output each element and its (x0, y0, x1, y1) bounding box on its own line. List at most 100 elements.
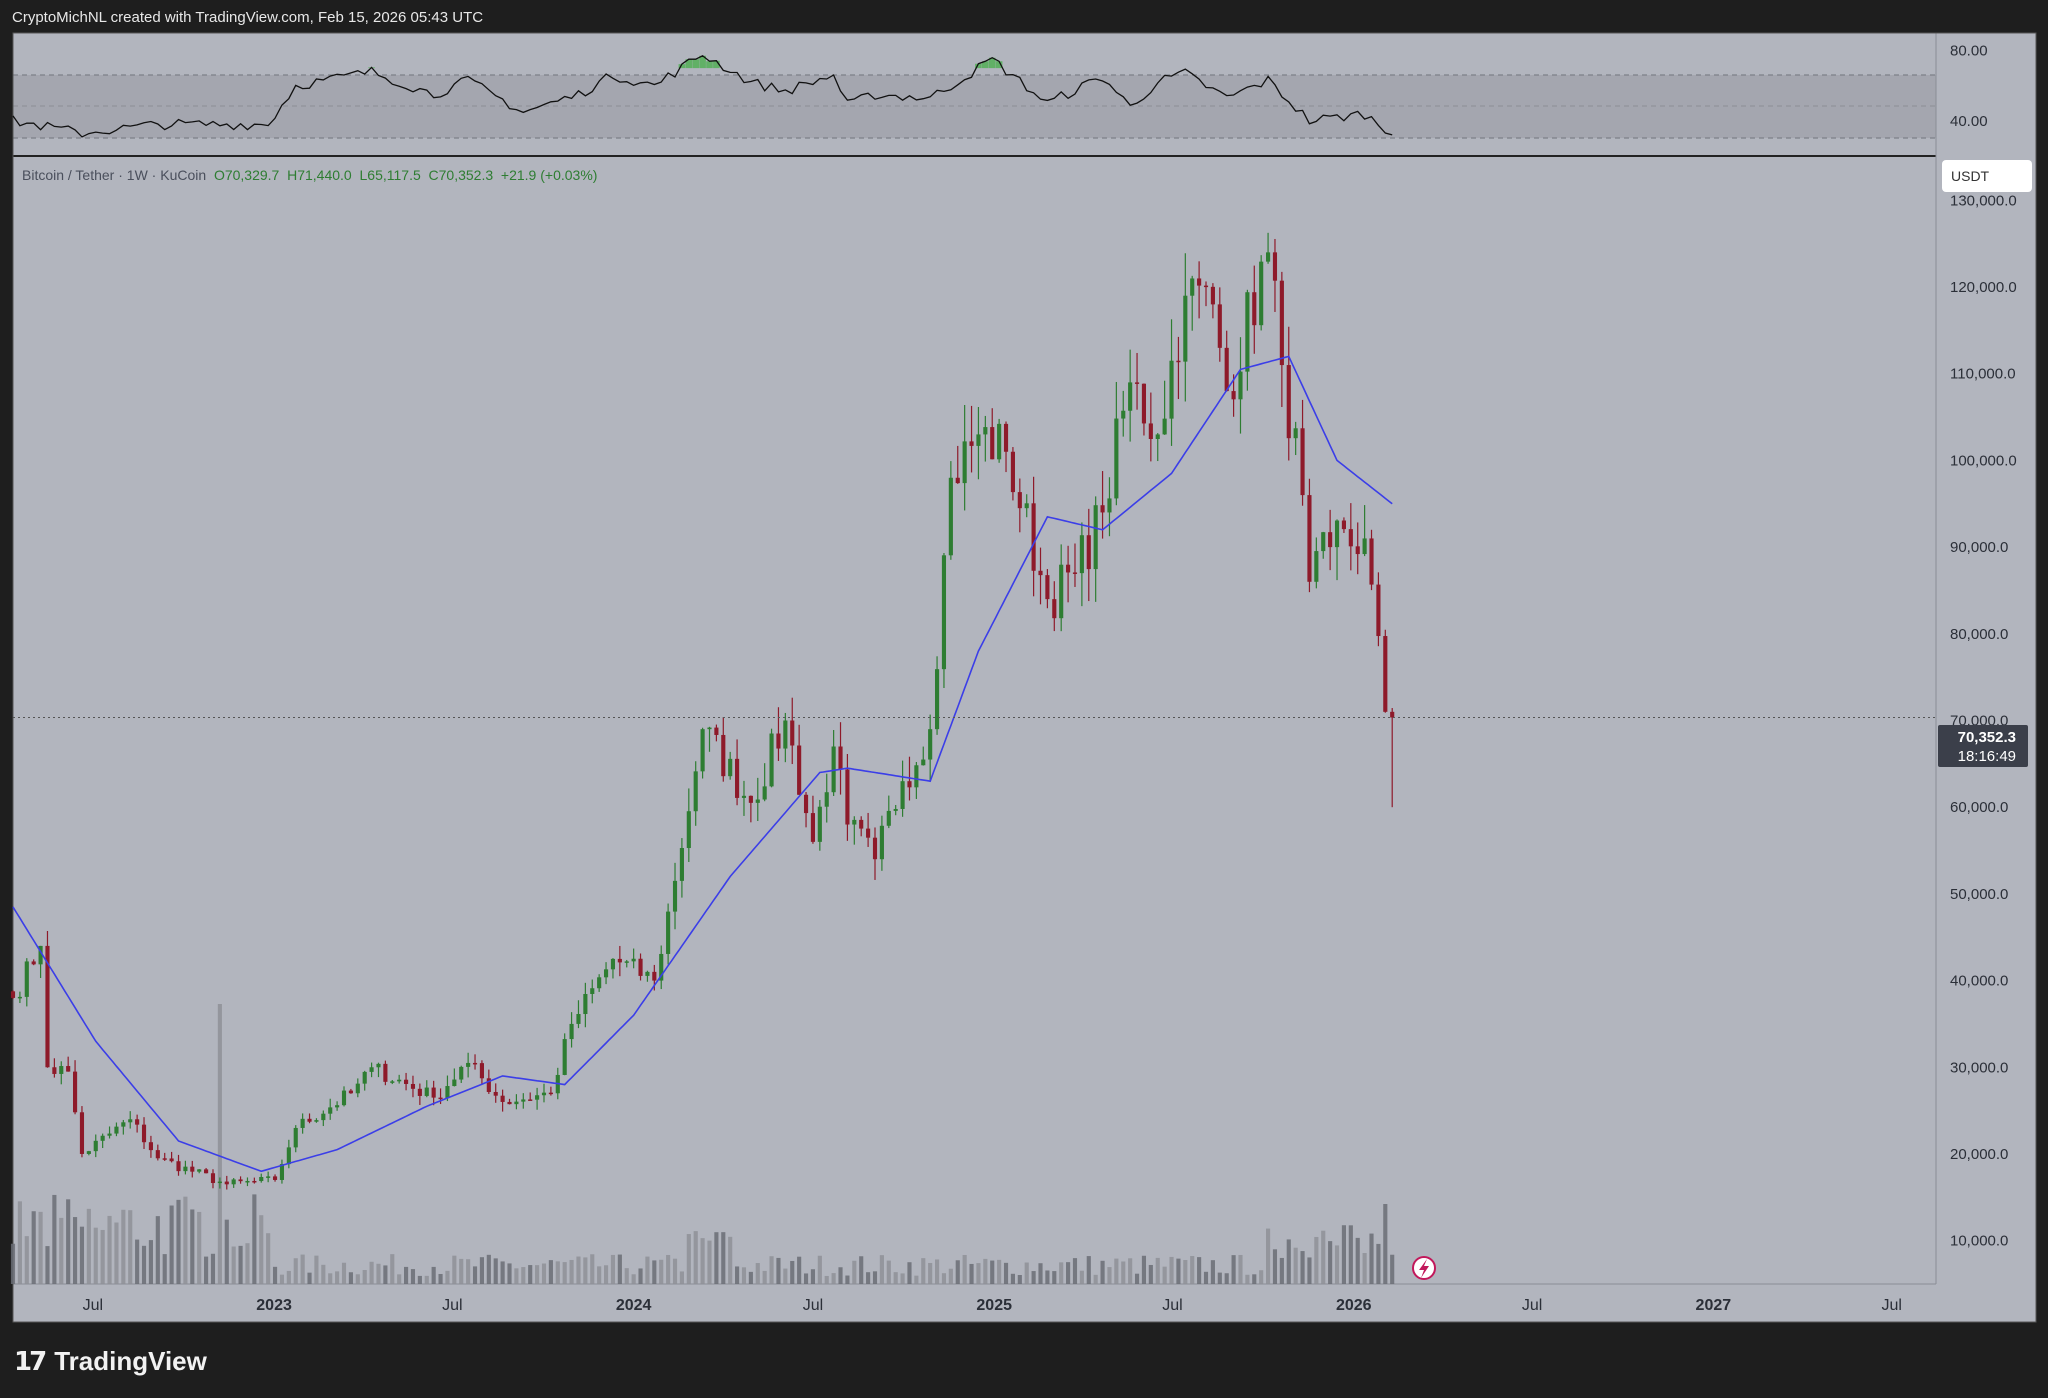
volume-bar (521, 1267, 526, 1284)
candle-body (204, 1169, 209, 1174)
candle-body (1190, 278, 1195, 296)
candle-body (762, 786, 767, 800)
candle-body (376, 1063, 381, 1068)
candle-body (466, 1062, 471, 1067)
candle-body (169, 1158, 174, 1162)
last-price-label: 70,352.3 18:16:49 (1938, 725, 2028, 767)
candle-body (1017, 492, 1022, 509)
currency-button[interactable]: USDT (1942, 160, 2032, 192)
volume-bar (776, 1257, 781, 1284)
time-tick-label: Jul (1881, 1297, 1901, 1314)
volume-bar (128, 1210, 133, 1284)
candle-body (300, 1118, 305, 1128)
candle-body (121, 1122, 126, 1127)
legend-low: L65,117.5 (359, 167, 421, 183)
volume-bar (638, 1268, 643, 1284)
volume-bar (790, 1260, 795, 1284)
volume-bar (755, 1263, 760, 1284)
volume-bar (417, 1275, 422, 1284)
candle-body (279, 1164, 285, 1180)
candle-body (790, 720, 795, 746)
candle-body (1107, 498, 1112, 513)
candle-body (335, 1105, 340, 1108)
bar-countdown: 18:16:49 (1957, 748, 2016, 765)
candle-body (679, 848, 684, 881)
rsi-tick-label: 40.00 (1950, 113, 1988, 130)
volume-bar (1383, 1204, 1388, 1284)
candle-body (528, 1099, 533, 1101)
volume-bar (286, 1270, 291, 1284)
volume-bar (155, 1216, 160, 1284)
candle-body (17, 996, 22, 999)
price-axis-bg (1936, 33, 2036, 1284)
volume-bar (1114, 1258, 1119, 1284)
candle-body (941, 555, 947, 670)
tradingview-logo-icon: 17 (14, 1346, 47, 1377)
volume-bar (1390, 1254, 1395, 1284)
volume-bar (1238, 1254, 1243, 1284)
volume-bar (1038, 1263, 1043, 1284)
candle-body (631, 958, 636, 962)
rsi-layer (12, 55, 1393, 138)
rsi-tick-label: 80.00 (1950, 43, 1988, 60)
candle-body (735, 758, 740, 798)
volume-bar (872, 1271, 878, 1284)
volume-bar (1134, 1273, 1140, 1284)
candle-body (1266, 252, 1271, 262)
candle-body (1259, 261, 1264, 326)
candle-body (535, 1095, 540, 1100)
candle-body (52, 1067, 57, 1074)
moving-average-line (12, 355, 1393, 1173)
volume-bar (176, 1199, 181, 1284)
last-price: 70,352.3 (1957, 729, 2016, 746)
price-tick-label: 20,000.0 (1950, 1146, 2008, 1163)
volume-bar (893, 1272, 898, 1284)
volume-bar (748, 1271, 753, 1284)
candle-body (79, 1112, 85, 1154)
candle-body (838, 746, 843, 770)
volume-bar (1362, 1253, 1367, 1284)
volume-bar (900, 1273, 905, 1284)
volume-bar (59, 1217, 64, 1284)
volume-bar (1052, 1271, 1057, 1284)
candle-body (1314, 551, 1319, 582)
candle-body (590, 988, 595, 994)
volume-bar (1376, 1243, 1381, 1284)
candle-body (438, 1097, 443, 1100)
volume-bar (1279, 1257, 1284, 1284)
candle-body (852, 819, 857, 825)
volume-bar (1197, 1257, 1202, 1284)
candle-body (341, 1090, 347, 1106)
volume-bar (659, 1259, 664, 1284)
volume-bar (224, 1219, 229, 1284)
candle-body (997, 423, 1002, 460)
volume-bar (955, 1260, 960, 1284)
volume-bar (162, 1254, 167, 1284)
candle-body (521, 1099, 526, 1102)
volume-bar (1266, 1228, 1271, 1284)
price-tick-label: 110,000.0 (1950, 366, 2016, 383)
volume-bar (1100, 1260, 1105, 1284)
candle-body (562, 1039, 567, 1075)
candle-body (1079, 535, 1084, 574)
candle-body (810, 813, 816, 842)
volume-bar (121, 1209, 126, 1284)
volume-bar (672, 1258, 678, 1284)
volume-bar (328, 1273, 333, 1284)
candle-body (1100, 505, 1105, 513)
candle-body (224, 1181, 229, 1185)
volume-bar (624, 1268, 629, 1284)
volume-bar (197, 1211, 202, 1284)
volume-bar (24, 1236, 29, 1284)
candle-body (921, 759, 926, 766)
volume-bar (928, 1262, 933, 1284)
candle-body (576, 1014, 581, 1024)
volume-bar (721, 1232, 726, 1284)
volume-bar (397, 1274, 402, 1284)
volume-bar (204, 1256, 209, 1284)
lightning-icon[interactable] (1412, 1256, 1436, 1280)
time-tick-label: 2025 (976, 1297, 1012, 1314)
legend-close: C70,352.3 (428, 167, 494, 183)
candle-body (893, 808, 898, 811)
